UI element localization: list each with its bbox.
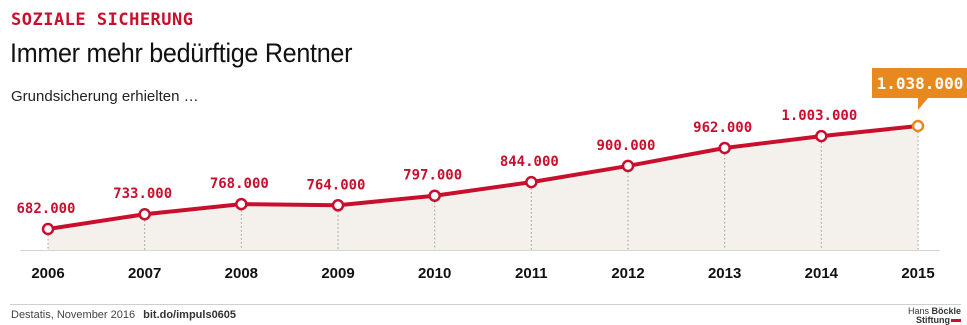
data-point-2012 xyxy=(621,159,635,173)
data-point-2010 xyxy=(428,189,441,202)
chart-dropline-layer xyxy=(47,132,919,250)
value-label-2006: 682.000 xyxy=(16,201,75,217)
x-tick-label-2006: 2006 xyxy=(31,265,64,282)
data-point-2006 xyxy=(41,222,55,236)
x-tick-label-2007: 2007 xyxy=(128,265,161,282)
value-label-2013: 962.000 xyxy=(693,120,752,136)
data-point-2007 xyxy=(138,207,151,221)
x-tick-label-2015: 2015 xyxy=(901,265,934,282)
source-note: Destatis, November 2016 bit.do/impuls0605 xyxy=(11,309,236,321)
chart-subtitle: Grundsicherung erhielten … xyxy=(11,88,199,105)
value-label-2009: 764.000 xyxy=(306,177,365,193)
chart-tick-layer: 2006 2007 2008 2009 2010 2011 2012 2013 2014 2015 xyxy=(31,265,934,282)
value-label-2012: 900.000 xyxy=(596,138,655,154)
data-point-2014 xyxy=(815,129,828,143)
chart-area-layer xyxy=(20,126,940,251)
area-fill xyxy=(48,126,918,250)
data-point-2008 xyxy=(235,197,248,211)
chart-line-layer xyxy=(46,124,920,231)
chart-label-layer: 682.000 733.000 768.000 764.000 797.000 844.0… xyxy=(16,68,967,217)
value-label-2010: 797.000 xyxy=(403,168,462,184)
x-tick-label-2014: 2014 xyxy=(805,265,839,282)
brand-bar-icon xyxy=(951,319,961,323)
chart-title: Immer mehr bedürftige Rentner xyxy=(10,38,353,68)
x-tick-label-2013: 2013 xyxy=(708,265,741,282)
source-link[interactable]: bit.do/impuls0605 xyxy=(143,309,237,321)
brand-text-hans: Hans xyxy=(907,306,929,316)
footer-divider xyxy=(10,304,961,305)
highlight-callout xyxy=(872,68,967,110)
x-tick-label-2009: 2009 xyxy=(321,265,354,282)
value-label-2011: 844.000 xyxy=(500,154,559,170)
source-text: Destatis, November 2016 xyxy=(11,309,136,321)
value-label-2008: 768.000 xyxy=(210,176,269,192)
brand-logo: Hans Böckle Stiftung xyxy=(908,307,961,325)
series-line xyxy=(46,124,920,231)
x-tick-label-2008: 2008 xyxy=(225,265,258,282)
x-tick-label-2011: 2011 xyxy=(515,265,548,282)
x-tick-label-2012: 2012 xyxy=(611,265,644,282)
value-label-2015: 1.038.000 xyxy=(877,74,964,93)
data-point-2013 xyxy=(718,141,731,155)
data-point-2015 xyxy=(911,119,925,133)
value-label-2014: 1.003.000 xyxy=(781,108,857,124)
brand-text-boeckle: Böckle xyxy=(931,306,961,316)
brand-text-stiftung: Stiftung xyxy=(916,315,950,325)
data-point-2009 xyxy=(331,199,345,212)
chart-point-layer xyxy=(41,119,925,236)
x-tick-label-2010: 2010 xyxy=(418,265,451,282)
value-label-2007: 733.000 xyxy=(113,186,172,202)
data-point-2011 xyxy=(525,175,538,189)
kicker: SOZIALE SICHERUNG xyxy=(11,10,194,30)
